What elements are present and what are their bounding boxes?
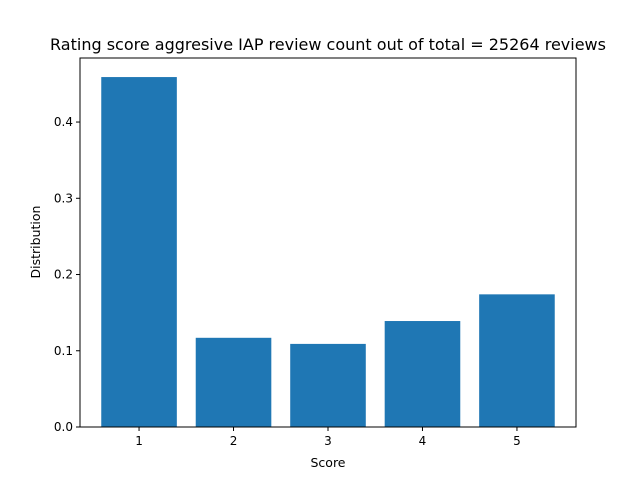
x-axis-ticks: 1 2 3 4 5 — [135, 427, 521, 448]
y-tick-label: 0.4 — [54, 115, 73, 129]
y-tick-label: 0.0 — [54, 420, 73, 434]
x-tick-label: 4 — [419, 434, 427, 448]
y-axis-label: Distribution — [28, 206, 43, 279]
x-tick-label: 1 — [135, 434, 143, 448]
y-axis-ticks: 0.0 0.1 0.2 0.3 0.4 — [54, 115, 80, 434]
bar-score-3 — [290, 343, 366, 427]
x-tick-label: 2 — [230, 434, 238, 448]
x-tick-label: 3 — [324, 434, 332, 448]
bar-score-2 — [195, 337, 272, 427]
x-axis-label: Score — [310, 455, 345, 470]
y-tick-label: 0.1 — [54, 344, 73, 358]
bar-score-1 — [101, 77, 177, 428]
bar-score-4 — [384, 321, 461, 427]
y-tick-label: 0.3 — [54, 191, 73, 205]
chart-title: Rating score aggresive IAP review count … — [50, 35, 606, 54]
x-tick-label: 5 — [513, 434, 521, 448]
bar-score-5 — [479, 294, 555, 427]
y-tick-label: 0.2 — [54, 268, 73, 282]
bars-group — [101, 77, 555, 428]
